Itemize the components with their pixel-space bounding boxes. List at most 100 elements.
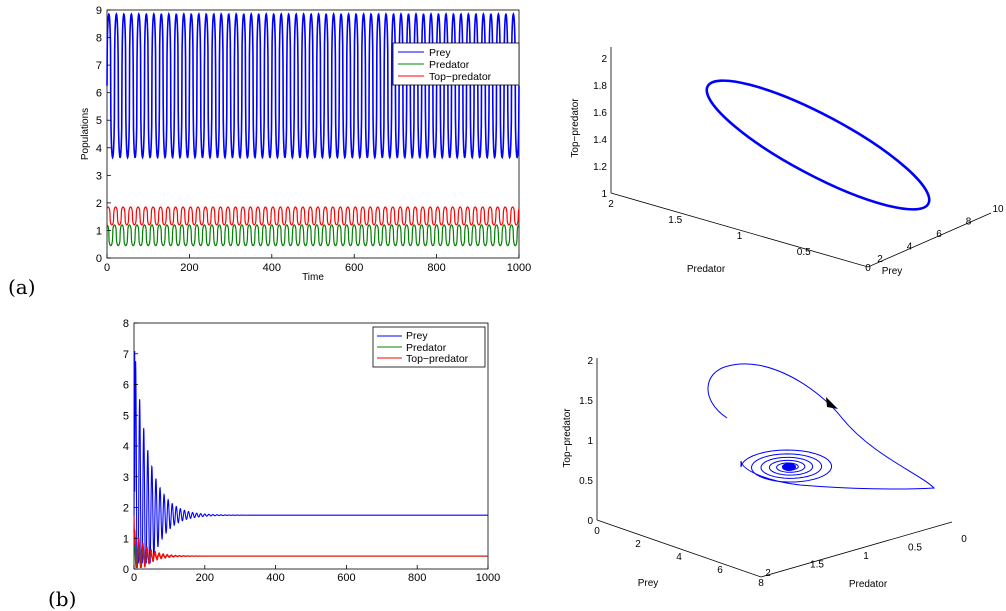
axis-tick-label: 1 [863, 551, 869, 562]
a2-limit-cycle [705, 79, 931, 211]
y-tick-label: 3 [123, 472, 129, 484]
x-tick-label: 800 [427, 262, 445, 274]
y-tick-label: 2 [123, 503, 129, 515]
y-tick-label: 5 [123, 410, 129, 422]
axis-tick-label: 2 [635, 539, 641, 550]
axis-tick-label: 0 [961, 534, 967, 545]
x-tick-label: 800 [408, 572, 426, 584]
y-tick-label: 3 [96, 170, 102, 182]
axis-tick-label: 0 [594, 526, 600, 537]
y-tick-label: 2 [96, 198, 102, 210]
chart-b-time: 0 200 400 600 800 1000 0 1 2 3 4 5 6 7 8 Prey Predator… [123, 318, 500, 584]
y-tick-label: 5 [96, 115, 102, 127]
x-tick-label: 0 [131, 572, 137, 584]
axis-tick-label: 1 [587, 436, 593, 447]
axis-tick-label: 2 [587, 356, 593, 367]
chart-a-time-ylabel: Populations [80, 108, 91, 160]
panel-label-a: (a) [8, 275, 36, 299]
a2-xlabel: Prey [882, 266, 903, 277]
chart-a-time-legend: Prey Predator Top−predator [392, 42, 520, 86]
chart-b-time-legend: Prey Predator Top−predator [372, 326, 486, 368]
axis-tick-label: 1.2 [593, 162, 607, 173]
legend-box [392, 42, 520, 86]
a2-ylabel: Predator [687, 264, 726, 275]
chart-b-time-series [133, 351, 489, 569]
y-tick-label: 0 [123, 564, 129, 576]
axis-tick-label: 8 [966, 217, 972, 228]
axis-tick-label: 1.5 [579, 396, 593, 407]
axis-tick-label: 1.5 [668, 215, 682, 226]
y-tick-label: 6 [96, 88, 102, 100]
axis-tick-label: 4 [907, 242, 913, 253]
b2-focus-point [782, 463, 796, 471]
axis-tick-label: 2 [608, 199, 614, 210]
y-tick-label: 1 [123, 533, 129, 545]
legend-label-predator: Predator [429, 59, 470, 71]
x-tick-label: 400 [266, 572, 284, 584]
series-line-predator [106, 224, 520, 247]
axis-tick-label: 1.6 [593, 108, 607, 119]
axis-tick-label: 6 [936, 229, 942, 240]
series-line-prey [133, 351, 488, 564]
y-tick-label: 7 [123, 349, 129, 361]
series-line-prey [106, 11, 520, 160]
legend-label-top-predator: Top−predator [429, 71, 492, 83]
y-tick-label: 8 [123, 318, 129, 330]
y-tick-label: 1 [96, 225, 102, 237]
x-tick-label: 600 [337, 572, 355, 584]
axis-tick-label: 0 [587, 516, 593, 527]
x-tick-label: 1000 [476, 572, 500, 584]
b2-zlabel: Top−predator [562, 408, 573, 468]
chart-a-time-ticks: 0 200 400 600 800 1000 0 1 2 3 4 5 6 7 8 9 [96, 5, 531, 274]
axis-tick-label: 1 [601, 189, 607, 200]
axis-tick-label: 2 [765, 568, 771, 579]
y-tick-label: 7 [96, 60, 102, 72]
axis-tick-label: 1 [737, 231, 743, 242]
chart-a-time-xlabel: Time [302, 272, 324, 283]
axis-tick-label: 1.5 [810, 560, 824, 571]
axis-tick-label: 10 [992, 204, 1004, 215]
axis-tick-label: 2 [601, 54, 607, 65]
x-tick-label: 1000 [507, 262, 531, 274]
y-tick-label: 6 [123, 380, 129, 392]
axis-tick-label: 0.5 [797, 247, 811, 258]
series-line-top-predator [106, 206, 520, 226]
axis-tick-label: 1.8 [593, 81, 607, 92]
b2-xlabel: Prey [638, 578, 659, 589]
legend-label-top-predator: Top−predator [406, 353, 469, 365]
axis-tick-label: 0.5 [908, 543, 922, 554]
chart-a-time: 0 200 400 600 800 1000 0 1 2 3 4 5 6 7 8 9 Time Populat… [80, 5, 531, 283]
y-tick-label: 9 [96, 5, 102, 17]
y-tick-label: 8 [96, 33, 102, 45]
a2-zlabel: Top−predator [570, 98, 581, 158]
x-tick-label: 600 [345, 262, 363, 274]
b2-ylabel: Predator [849, 579, 888, 590]
axis-tick-label: 1.4 [593, 135, 607, 146]
axis-tick-label: 2 [877, 254, 883, 265]
b2-direction-arrow [826, 397, 838, 409]
axis-tick-label: 0.5 [579, 476, 593, 487]
panel-label-b: (b) [48, 587, 76, 611]
chart-a-time-series [106, 11, 520, 247]
legend-label-prey: Prey [429, 47, 451, 59]
chart-b-time-ticks: 0 200 400 600 800 1000 0 1 2 3 4 5 6 7 8 [123, 318, 500, 584]
y-tick-label: 4 [123, 441, 129, 453]
y-tick-label: 4 [96, 143, 102, 155]
x-tick-label: 200 [180, 262, 198, 274]
series-line-top-predator [133, 515, 489, 569]
x-tick-label: 200 [196, 572, 214, 584]
x-tick-label: 400 [263, 262, 281, 274]
axis-tick-label: 4 [676, 552, 682, 563]
axis-tick-label: 0 [865, 263, 871, 274]
a2-axis-base [610, 192, 992, 268]
axis-tick-label: 8 [758, 578, 764, 589]
b2-axis-base [596, 519, 953, 578]
x-tick-label: 0 [104, 262, 110, 274]
y-tick-label: 0 [96, 253, 102, 265]
axis-tick-label: 6 [717, 565, 723, 576]
legend-label-predator: Predator [406, 342, 447, 354]
